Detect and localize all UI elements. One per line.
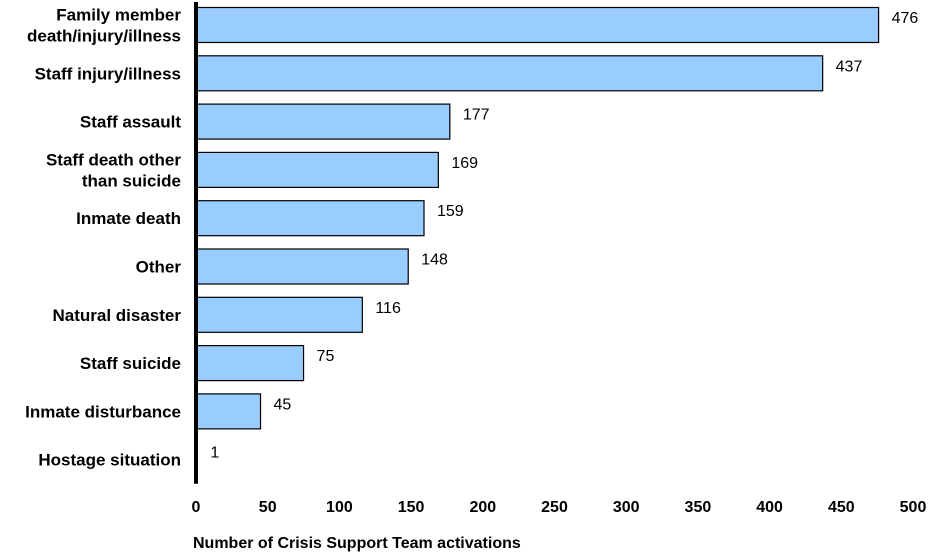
x-axis-title: Number of Crisis Support Team activation…: [193, 535, 521, 552]
category-label: Inmate death: [76, 209, 181, 228]
bars-group: [195, 6, 880, 478]
category-labels: Family member death/injury/illness Staff i…: [25, 6, 181, 470]
bar-value-label: 116: [375, 300, 401, 317]
bar: [195, 55, 824, 92]
bar: [195, 103, 451, 140]
x-tick-label: 100: [326, 499, 353, 516]
bar: [195, 200, 425, 237]
bar: [195, 248, 409, 285]
category-label: Staff suicide: [80, 354, 181, 373]
category-label: Staff assault: [80, 113, 181, 132]
x-tick-label: 300: [613, 499, 640, 516]
x-tick-label: 450: [828, 499, 855, 516]
category-label: Inmate disturbance: [25, 402, 181, 421]
x-tick-label: 0: [192, 499, 201, 516]
category-label: Staff injury/illness: [35, 64, 181, 83]
category-label: Hostage situation: [38, 451, 181, 470]
bar-value-label: 45: [274, 396, 292, 413]
bar-value-label: 148: [421, 252, 448, 269]
x-tick-label: 250: [541, 499, 568, 516]
bar-value-label: 437: [836, 58, 863, 75]
category-label: Family member death/injury/illness: [27, 6, 181, 46]
category-label: Natural disaster: [53, 306, 182, 325]
x-tick-label: 150: [398, 499, 425, 516]
bar-value-label: 1: [210, 445, 219, 462]
bar: [195, 345, 305, 382]
bar-value-label: 476: [892, 10, 919, 27]
x-tick-label: 400: [756, 499, 783, 516]
bar: [195, 151, 439, 188]
bar: [195, 6, 880, 44]
category-label: Other: [136, 258, 182, 277]
category-label: Staff death other than suicide: [46, 150, 181, 190]
x-tick-label: 200: [469, 499, 496, 516]
x-tick-label: 350: [685, 499, 712, 516]
value-labels: 476 437 177 169 159 148 116 75 45 1: [210, 10, 918, 462]
bar: [195, 296, 363, 333]
bar-value-label: 75: [317, 348, 335, 365]
bar: [195, 393, 262, 430]
bar-value-label: 169: [451, 155, 478, 172]
x-tick-labels: 0 50 100 150 200 250 300 350 400 450 500: [192, 499, 927, 516]
bar-value-label: 159: [437, 203, 464, 220]
bar-value-label: 177: [463, 107, 490, 124]
x-tick-label: 50: [259, 499, 277, 516]
x-tick-label: 500: [900, 499, 927, 516]
